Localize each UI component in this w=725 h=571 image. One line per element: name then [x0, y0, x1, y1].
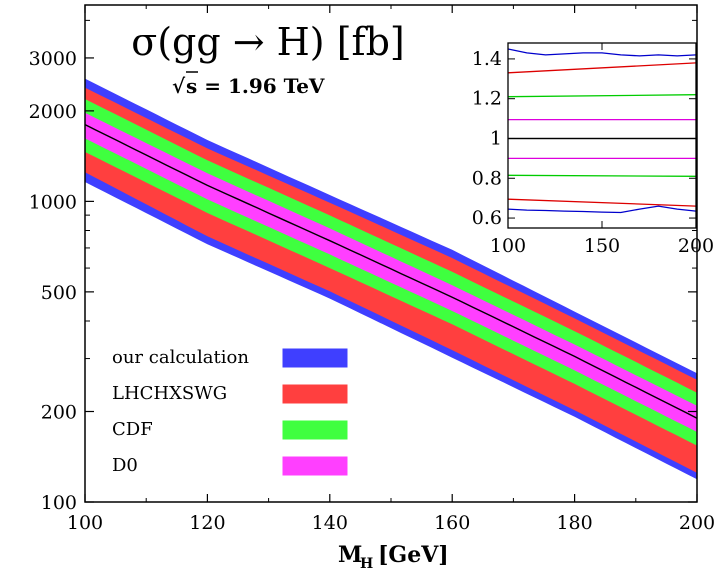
- x-axis-label-unit: [GeV]: [378, 542, 449, 568]
- inset-x-tick-label: 150: [584, 235, 620, 257]
- legend-label-1: LHCHXSWG: [112, 383, 227, 404]
- inset-line-1-upper: [507, 62, 697, 74]
- legend: our calculation LHCHXSWG CDF D0: [112, 347, 348, 476]
- inset-y-tick-label: 0.6: [472, 207, 502, 229]
- x-axis-ticks: 100 120 140 160 180 200: [67, 5, 715, 534]
- inset-line-1-lower: [507, 198, 697, 207]
- inset-y-tick-label: 1: [490, 127, 502, 149]
- x-tick-label: 180: [556, 512, 592, 534]
- x-axis-label-sub: H: [360, 556, 373, 571]
- sqrt-symbol: √: [172, 74, 186, 98]
- x-tick-label: 100: [67, 512, 103, 534]
- central-value-line: [84, 123, 698, 419]
- band-3: [85, 112, 697, 433]
- y-axis-ticks: 100 200 500 1000 2000 3000: [29, 19, 697, 514]
- inset-y-tick-label: 1.2: [472, 88, 502, 110]
- legend-label-3: D0: [112, 455, 138, 476]
- y-tick-label: 2000: [29, 101, 77, 123]
- legend-label-2: CDF: [112, 419, 153, 440]
- inset-x-tick-label: 200: [678, 235, 714, 257]
- chart-subtitle: √ s = 1.96 TeV: [172, 71, 325, 98]
- legend-swatch-3: [282, 456, 348, 476]
- chart-title: σ(gg → H) [fb]: [131, 20, 405, 64]
- inset-y-tick-label: 0.8: [472, 167, 502, 189]
- legend-swatch-2: [282, 420, 348, 440]
- x-tick-label: 140: [312, 512, 348, 534]
- y-tick-label: 1000: [29, 191, 77, 213]
- legend-label-0: our calculation: [112, 347, 249, 368]
- legend-swatch-1: [282, 384, 348, 404]
- inset-line-2-lower: [507, 174, 697, 177]
- x-tick-label: 120: [189, 512, 225, 534]
- inset-x-tick-label: 100: [490, 235, 526, 257]
- x-tick-label: 160: [434, 512, 470, 534]
- inset-line-0-upper: [507, 48, 697, 57]
- inset-axis-ticks: 0.6 0.8 1 1.2 1.4 100 150 200: [472, 43, 714, 257]
- inset-line-0-lower: [507, 205, 697, 214]
- y-tick-label: 200: [41, 402, 77, 424]
- inset-y-tick-label: 1.4: [472, 48, 502, 70]
- y-tick-label: 500: [41, 282, 77, 304]
- inset-line-2-upper: [507, 94, 697, 98]
- y-tick-label: 3000: [29, 48, 77, 70]
- x-axis-label-main: M: [338, 542, 362, 568]
- uncertainty-bands: [85, 78, 697, 480]
- inset-ratio-lines: [507, 48, 697, 214]
- subtitle-text: s = 1.96 TeV: [186, 74, 325, 98]
- legend-swatch-0: [282, 348, 348, 368]
- y-tick-label: 100: [41, 492, 77, 514]
- x-tick-label: 200: [679, 512, 715, 534]
- x-axis-label: M H [GeV]: [338, 542, 449, 571]
- inset-background: [508, 43, 696, 228]
- ratio-inset-chart: 0.6 0.8 1 1.2 1.4 100 150 200: [472, 42, 714, 257]
